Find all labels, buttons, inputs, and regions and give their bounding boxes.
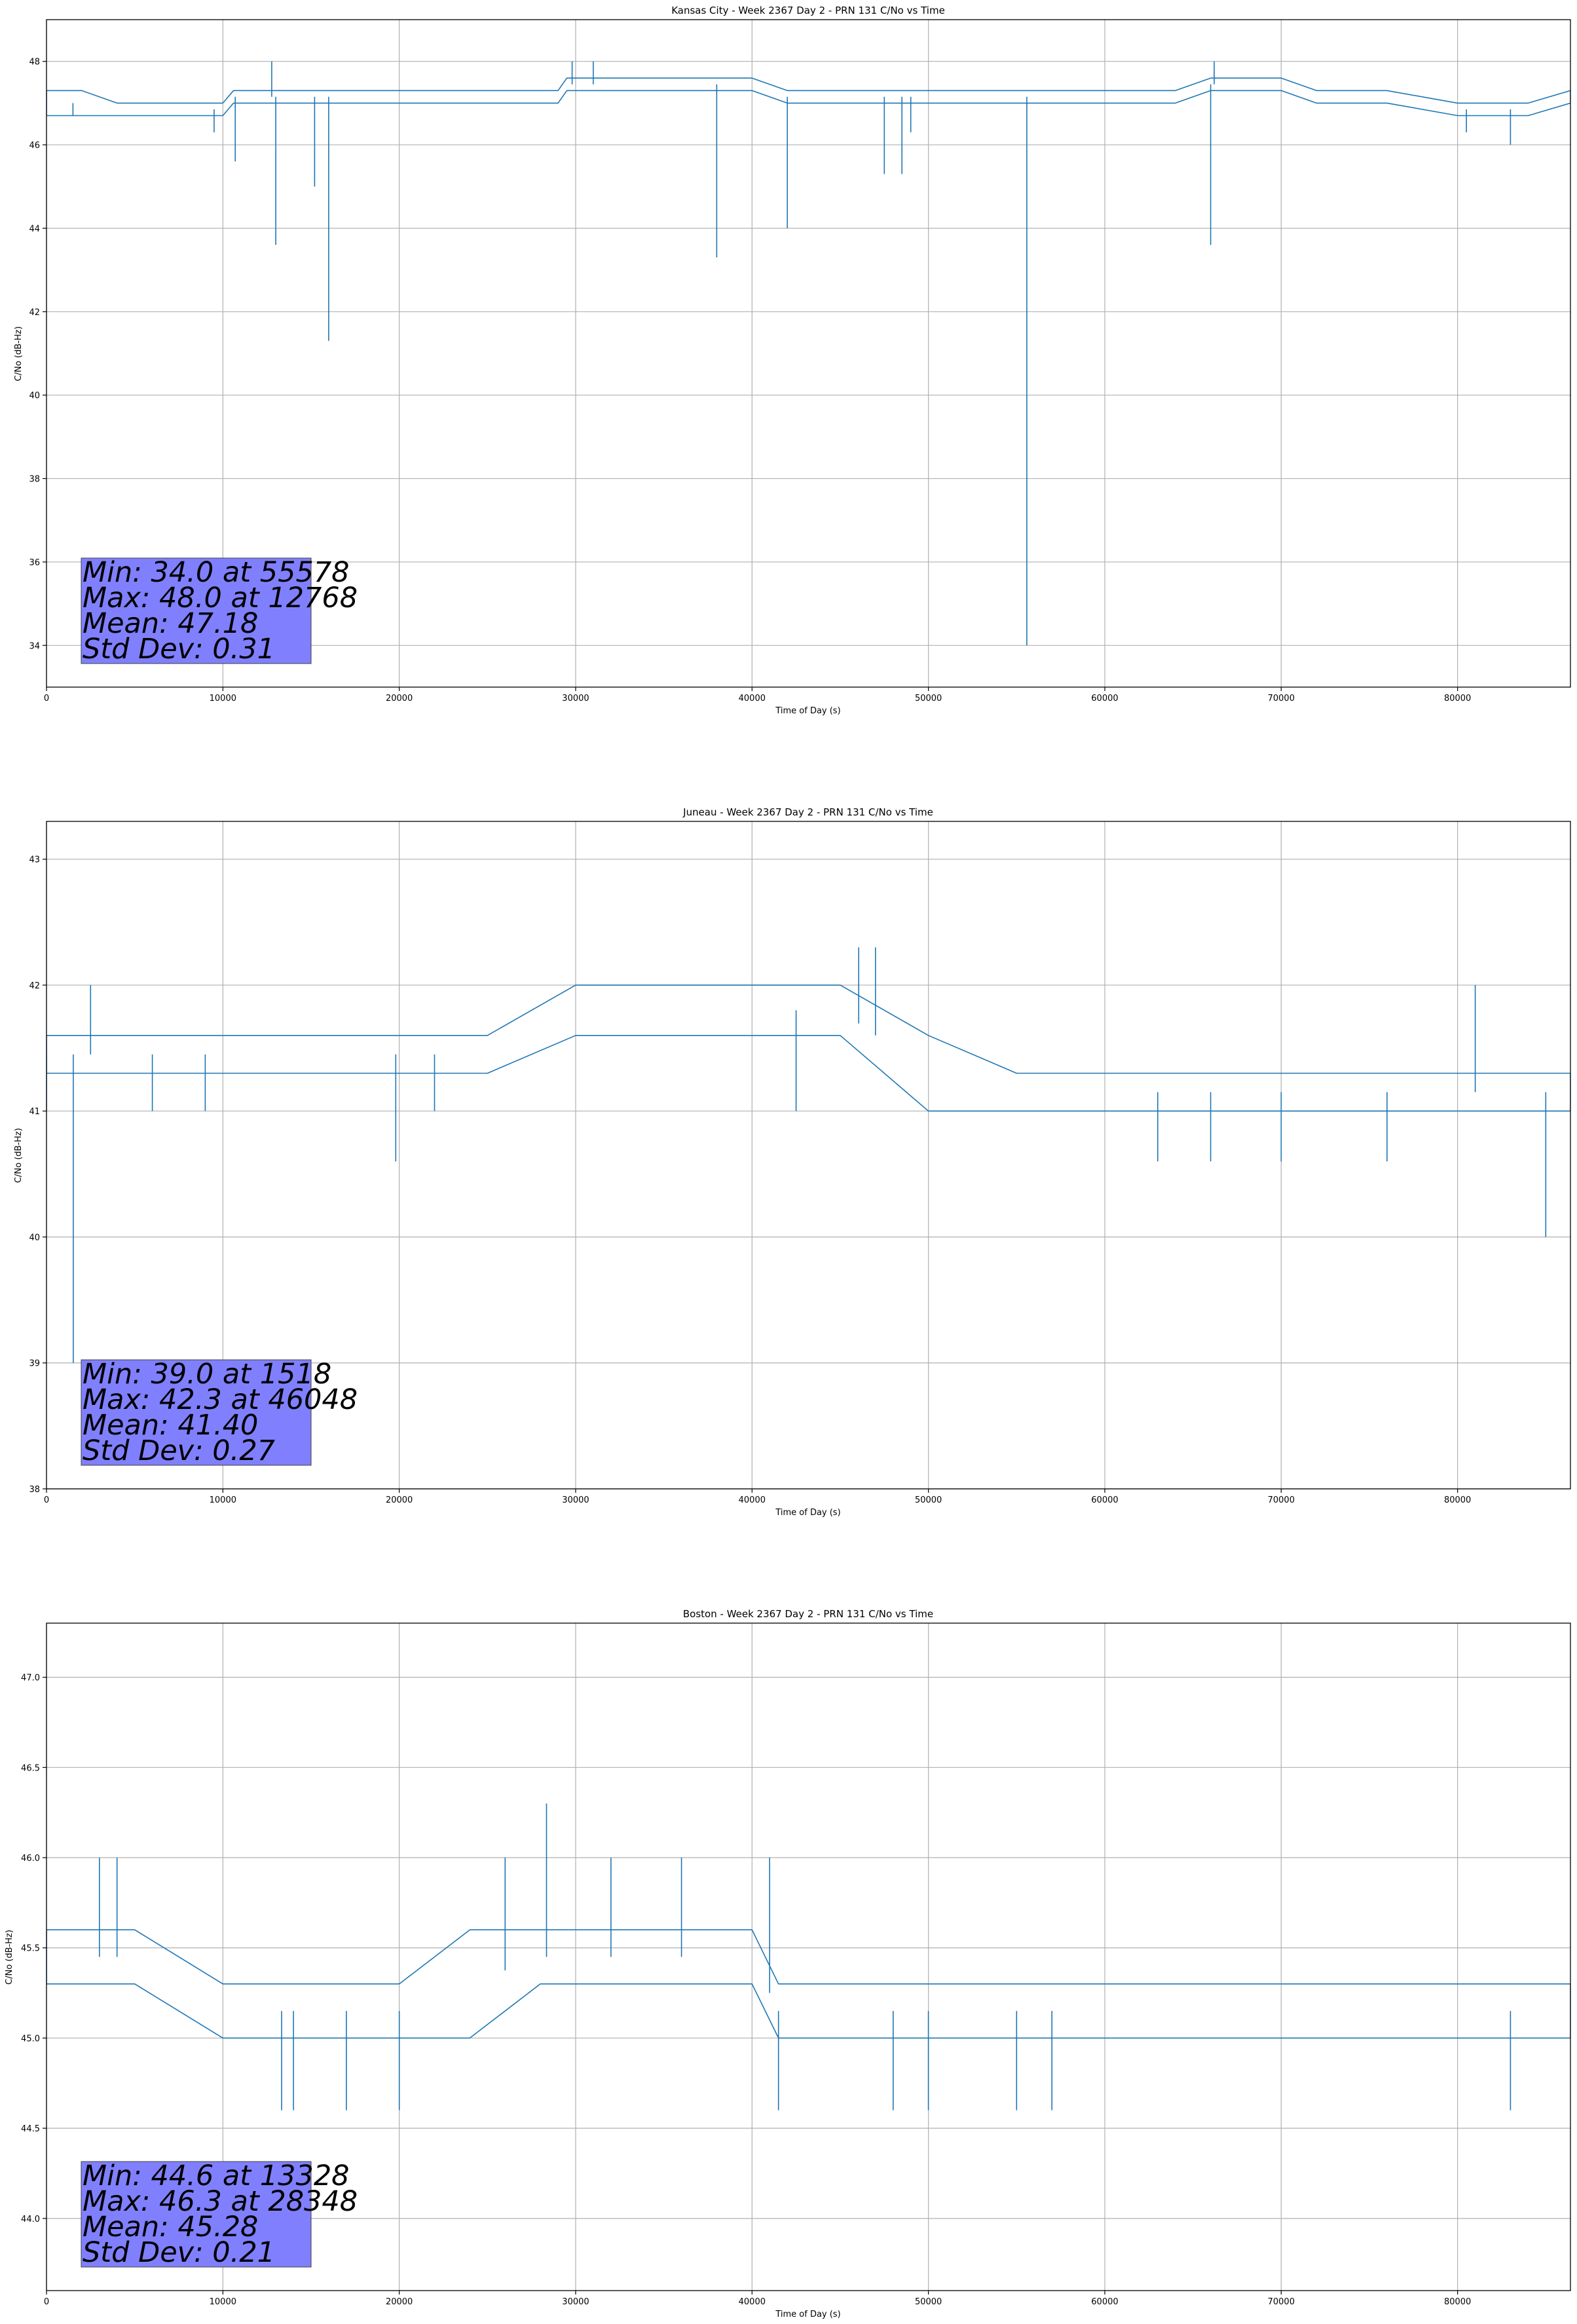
x-tick-label: 30000	[562, 2297, 589, 2307]
series-band-fill	[46, 1929, 1570, 2039]
x-tick-label: 10000	[210, 1495, 236, 1505]
y-tick-label: 39	[29, 1359, 40, 1369]
x-tick-label: 0	[44, 694, 49, 703]
stats-mean: Mean: 41.40	[83, 1409, 258, 1442]
stats-box	[81, 1359, 312, 1466]
x-axis-ticks: 0 10000 20000 30000 40000 50000 60000 70000 8000…	[44, 687, 1471, 703]
x-tick-label: 20000	[386, 694, 413, 703]
x-tick-label: 60000	[1091, 694, 1118, 703]
grid-lines	[46, 1623, 1570, 2291]
chart-title: Kansas City - Week 2367 Day 2 - PRN 131 …	[671, 5, 945, 16]
stats-std-dev: Std Dev: 0.27	[83, 1434, 275, 1467]
stats-mean: Mean: 45.28	[83, 2211, 258, 2243]
chart-title: Juneau - Week 2367 Day 2 - PRN 131 C/No …	[682, 806, 933, 818]
x-axis-label: Time of Day (s)	[775, 706, 840, 716]
x-tick-label: 40000	[739, 694, 766, 703]
chart-title: Boston - Week 2367 Day 2 - PRN 131 C/No …	[683, 1608, 933, 1620]
x-tick-label: 60000	[1091, 1495, 1118, 1505]
y-tick-label: 38	[29, 1485, 40, 1495]
y-tick-label: 43	[29, 855, 40, 865]
series-clip	[46, 61, 1570, 646]
x-tick-label: 50000	[915, 1495, 942, 1505]
series-spikes	[72, 61, 1512, 646]
stats-mean: Mean: 47.18	[83, 607, 258, 640]
x-tick-label: 70000	[1268, 1495, 1295, 1505]
y-axis-label: C/No (dB-Hz)	[14, 326, 24, 381]
x-axis-ticks: 0 10000 20000 30000 40000 50000 60000 70000 8000…	[44, 2291, 1471, 2307]
y-tick-label: 41	[29, 1107, 40, 1117]
x-tick-label: 70000	[1268, 694, 1295, 703]
x-tick-label: 10000	[210, 694, 236, 703]
y-tick-label: 46.0	[21, 1854, 40, 1864]
x-tick-label: 70000	[1268, 2297, 1295, 2307]
x-axis-label: Time of Day (s)	[775, 2310, 840, 2319]
stats-max: Max: 42.3 at 46048	[83, 1383, 358, 1416]
x-tick-label: 30000	[562, 694, 589, 703]
x-tick-label: 80000	[1444, 2297, 1471, 2307]
stats-std-dev: Std Dev: 0.21	[83, 2236, 275, 2269]
y-tick-label: 34	[29, 641, 40, 651]
y-tick-label: 44.5	[21, 2124, 40, 2134]
x-tick-label: 40000	[739, 1495, 766, 1505]
stats-max: Max: 48.0 at 12768	[83, 582, 358, 614]
y-tick-label: 36	[29, 558, 40, 568]
plot-frame	[46, 821, 1571, 1490]
plot-frame	[46, 19, 1571, 688]
subplot-kansas-city: 0 10000 20000 30000 40000 50000 60000 70000 8000…	[14, 5, 1571, 716]
x-tick-label: 0	[44, 1495, 49, 1505]
series-spikes	[99, 1803, 1512, 2110]
x-tick-label: 40000	[739, 2297, 766, 2307]
plot-frame	[46, 1622, 1571, 2291]
y-axis-ticks: 34 36 38 40 42 44 46 48	[29, 58, 46, 651]
series-clip	[46, 1803, 1570, 2110]
x-tick-label: 80000	[1444, 1495, 1471, 1505]
x-tick-label: 20000	[386, 1495, 413, 1505]
stats-std-dev: Std Dev: 0.31	[83, 633, 275, 665]
y-tick-label: 44	[29, 224, 40, 234]
stats-min: Min: 39.0 at 1518	[83, 1358, 331, 1391]
y-axis-ticks: 44.0 44.5 45.0 45.5 46.0 46.5 47.0	[21, 1674, 46, 2224]
x-axis-label: Time of Day (s)	[775, 1508, 840, 1518]
y-tick-label: 46	[29, 141, 40, 151]
y-tick-label: 48	[29, 58, 40, 67]
y-axis-label: C/No (dB-Hz)	[5, 1930, 14, 1985]
y-tick-label: 42	[29, 981, 40, 991]
series-clip	[46, 947, 1570, 1363]
y-tick-label: 45.5	[21, 1944, 40, 1954]
series-band-fill	[46, 77, 1570, 117]
subplot-boston: 0 10000 20000 30000 40000 50000 60000 70000 8000…	[5, 1608, 1571, 2319]
stats-min: Min: 44.6 at 13328	[83, 2160, 350, 2192]
x-tick-label: 0	[44, 2297, 49, 2307]
x-tick-label: 50000	[915, 2297, 942, 2307]
x-tick-label: 60000	[1091, 2297, 1118, 2307]
y-tick-label: 42	[29, 308, 40, 318]
stats-box	[81, 557, 312, 664]
y-axis-label: C/No (dB-Hz)	[14, 1128, 24, 1183]
stats-max: Max: 46.3 at 28348	[83, 2185, 358, 2218]
stats-min: Min: 34.0 at 55578	[83, 556, 350, 589]
series-band-fill	[46, 984, 1570, 1112]
x-axis-ticks: 0 10000 20000 30000 40000 50000 60000 70000 8000…	[44, 1489, 1471, 1505]
y-tick-label: 40	[29, 1233, 40, 1243]
y-tick-label: 44.0	[21, 2215, 40, 2224]
x-tick-label: 10000	[210, 2297, 236, 2307]
x-tick-label: 80000	[1444, 694, 1471, 703]
stats-box	[81, 2161, 312, 2268]
x-tick-label: 30000	[562, 1495, 589, 1505]
y-tick-label: 38	[29, 475, 40, 485]
y-axis-ticks: 38 39 40 41 42 43	[29, 855, 46, 1495]
y-tick-label: 47.0	[21, 1674, 40, 1683]
series-spikes	[46, 947, 1547, 1363]
subplot-juneau: 0 10000 20000 30000 40000 50000 60000 70000 8000…	[14, 806, 1571, 1518]
y-tick-label: 46.5	[21, 1763, 40, 1773]
x-tick-label: 50000	[915, 694, 942, 703]
y-tick-label: 45.0	[21, 2034, 40, 2044]
y-tick-label: 40	[29, 391, 40, 401]
x-tick-label: 20000	[386, 2297, 413, 2307]
